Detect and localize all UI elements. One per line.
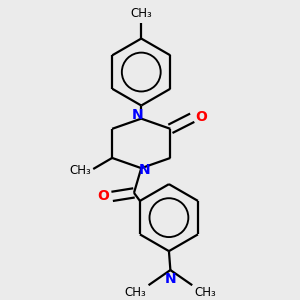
Text: O: O — [97, 189, 109, 203]
Text: CH₃: CH₃ — [130, 7, 152, 20]
Text: N: N — [139, 163, 151, 177]
Text: N: N — [165, 272, 176, 286]
Text: O: O — [196, 110, 208, 124]
Text: N: N — [132, 108, 144, 122]
Text: CH₃: CH₃ — [195, 286, 216, 299]
Text: CH₃: CH₃ — [124, 286, 146, 299]
Text: CH₃: CH₃ — [69, 164, 91, 177]
